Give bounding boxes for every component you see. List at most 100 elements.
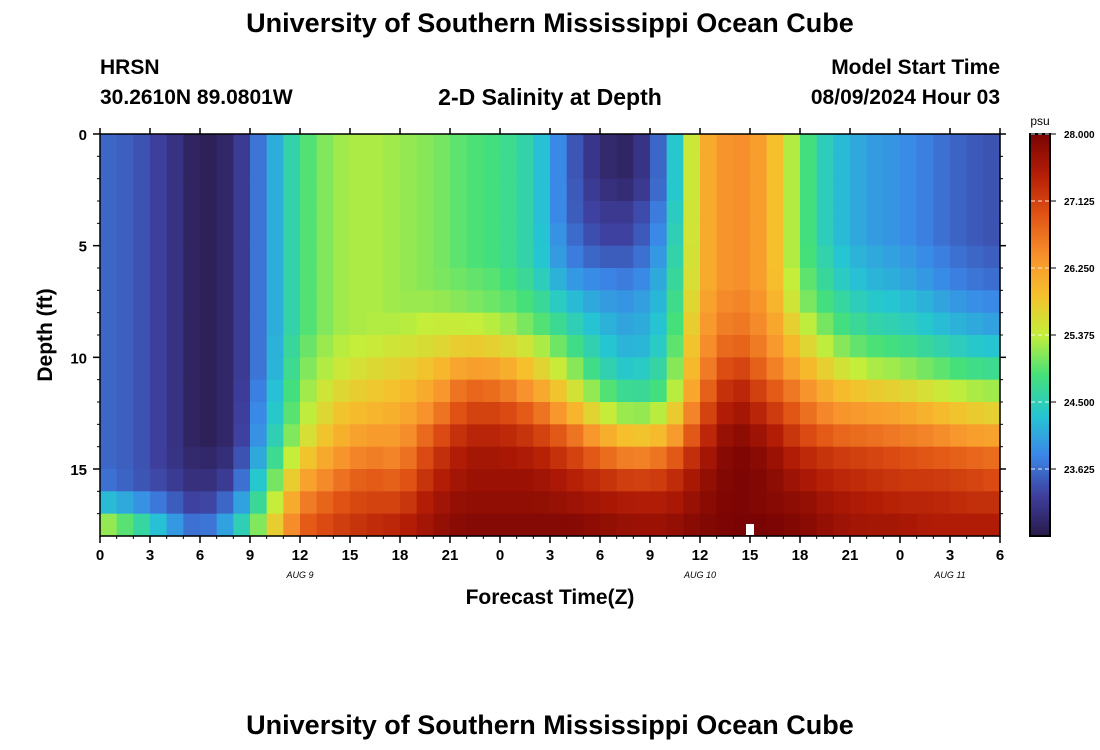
heatmap-cell <box>783 312 801 336</box>
x-tick-label: 3 <box>946 547 954 564</box>
heatmap-cell <box>150 446 168 470</box>
heatmap-cell <box>833 424 851 448</box>
heatmap-cell <box>966 290 984 314</box>
heatmap-cell <box>466 290 484 314</box>
heatmap-cell <box>116 312 134 336</box>
heatmap-cell <box>933 491 951 515</box>
heatmap-cell <box>766 357 784 381</box>
heatmap-cell <box>116 223 134 247</box>
heatmap-cell <box>216 469 234 492</box>
heatmap-cell <box>416 469 434 492</box>
heatmap-cell <box>733 357 751 381</box>
heatmap-cell <box>550 312 568 336</box>
heatmap-cell <box>333 134 351 157</box>
heatmap-cell <box>150 156 168 180</box>
heatmap-cell <box>616 513 634 537</box>
heatmap-cell <box>800 335 818 358</box>
heatmap-cell <box>733 424 751 448</box>
heatmap-cell <box>716 178 734 202</box>
heatmap-cell <box>566 312 584 336</box>
heatmap-cell <box>966 268 984 291</box>
heatmap-cell <box>916 178 934 202</box>
heatmap-cell <box>116 245 134 269</box>
heatmap-cell <box>616 491 634 515</box>
heatmap-cell <box>850 424 868 448</box>
heatmap-cell <box>483 312 501 336</box>
heatmap-cell <box>300 156 318 180</box>
heatmap-cell <box>333 469 351 492</box>
heatmap-cell <box>783 290 801 314</box>
heatmap-cell <box>500 357 518 381</box>
heatmap-cell <box>533 379 551 403</box>
heatmap-cell <box>883 491 901 515</box>
heatmap-cell <box>100 446 118 470</box>
heatmap-cell <box>783 424 801 448</box>
heatmap-cell <box>100 245 118 269</box>
heatmap-cell <box>483 491 501 515</box>
heatmap-cell <box>533 357 551 381</box>
heatmap-cell <box>883 134 901 157</box>
heatmap-cell <box>966 201 984 224</box>
heatmap-cell <box>816 513 834 537</box>
heatmap-cell <box>683 402 701 425</box>
y-axis: 0 5 10 15 <box>70 127 1006 515</box>
heatmap-cell <box>583 312 601 336</box>
heatmap-cell <box>650 424 668 448</box>
heatmap-cell <box>650 469 668 492</box>
heatmap-cell <box>600 446 618 470</box>
heatmap-cell <box>750 357 768 381</box>
heatmap-cell <box>966 357 984 381</box>
heatmap-cell <box>366 178 384 202</box>
heatmap-cell <box>700 178 718 202</box>
heatmap-cell <box>466 223 484 247</box>
heatmap-cell <box>266 268 284 291</box>
heatmap-cell <box>633 312 651 336</box>
heatmap-cell <box>783 491 801 515</box>
heatmap-cell <box>683 469 701 492</box>
heatmap-cell <box>366 245 384 269</box>
heatmap-cell <box>150 357 168 381</box>
heatmap-cell <box>666 312 684 336</box>
heatmap-cell <box>666 335 684 358</box>
heatmap-cell <box>533 290 551 314</box>
heatmap-cell <box>883 178 901 202</box>
heatmap-cell <box>466 446 484 470</box>
heatmap-cell <box>900 223 918 247</box>
heatmap-cell <box>483 335 501 358</box>
heatmap-cell <box>800 469 818 492</box>
heatmap-cell <box>683 446 701 470</box>
heatmap-cell <box>116 491 134 515</box>
heatmap-cell <box>966 446 984 470</box>
heatmap-cell <box>800 446 818 470</box>
heatmap-cell <box>200 446 218 470</box>
heatmap-cell <box>700 513 718 537</box>
heatmap-cell <box>416 513 434 537</box>
heatmap-cell <box>133 178 151 202</box>
heatmap-cell <box>500 156 518 180</box>
heatmap-cell <box>116 201 134 224</box>
heatmap-cell <box>516 312 534 336</box>
heatmap-cell <box>316 513 334 537</box>
heatmap-cell <box>166 201 184 224</box>
heatmap-cell <box>533 513 551 537</box>
heatmap-cell <box>883 357 901 381</box>
heatmap-cell <box>133 312 151 336</box>
heatmap-cell <box>816 268 834 291</box>
heatmap-cell <box>716 290 734 314</box>
heatmap-cell <box>533 424 551 448</box>
heatmap-cell <box>383 312 401 336</box>
heatmap-cell <box>183 335 201 358</box>
heatmap-cell <box>950 335 968 358</box>
heatmap-cell <box>950 134 968 157</box>
heatmap-cell <box>516 424 534 448</box>
heatmap-cell <box>733 491 751 515</box>
heatmap-cell <box>616 379 634 403</box>
heatmap-cell <box>766 513 784 537</box>
heatmap-cell <box>500 245 518 269</box>
heatmap-cell <box>450 469 468 492</box>
heatmap-cell <box>683 156 701 180</box>
heatmap-cell <box>483 290 501 314</box>
heatmap-cell <box>350 491 368 515</box>
heatmap-cell <box>566 513 584 537</box>
heatmap-cell <box>783 469 801 492</box>
